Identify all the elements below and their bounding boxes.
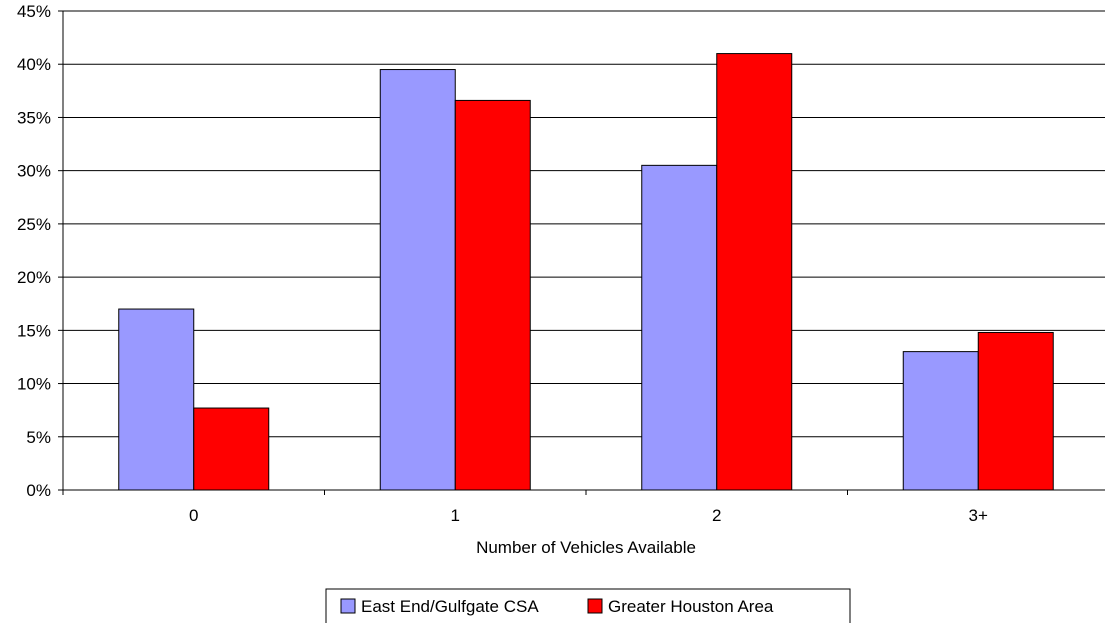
x-tick-labels: 0 1 2 3+ [189,506,988,525]
bar [641,164,718,491]
legend-label: Greater Houston Area [608,597,774,616]
legend-label: East End/Gulfgate CSA [361,597,539,616]
y-tick-label: 10% [17,375,51,394]
legend-swatch [340,598,356,614]
y-tick-label: 45% [17,2,51,21]
gridlines [63,10,1105,438]
bar [379,69,456,491]
y-tick-label: 40% [17,55,51,74]
y-tick-label: 0% [26,481,51,500]
y-tick-label: 5% [26,428,51,447]
y-tick-label: 30% [17,162,51,181]
y-tick-label: 20% [17,268,51,287]
x-tick-label: 3+ [969,506,988,525]
y-tick-label: 15% [17,321,51,340]
bar [454,99,531,491]
bar [118,308,195,491]
x-tick-label: 0 [189,506,198,525]
axes [58,10,1105,495]
legend: East End/Gulfgate CSA Greater Houston Are… [325,588,851,623]
x-tick-label: 2 [712,506,721,525]
x-tick-label: 1 [451,506,460,525]
legend-swatch [587,598,603,614]
y-tick-labels: 0% 5% 10% 15% 20% 25% 30% 35% 40% 45% [17,2,51,500]
y-tick-label: 25% [17,215,51,234]
bars [118,53,1054,491]
bar [716,53,793,491]
x-axis-title: Number of Vehicles Available [476,538,696,557]
bar [193,407,270,491]
bar [977,331,1054,491]
y-tick-label: 35% [17,108,51,127]
bar [902,351,979,491]
